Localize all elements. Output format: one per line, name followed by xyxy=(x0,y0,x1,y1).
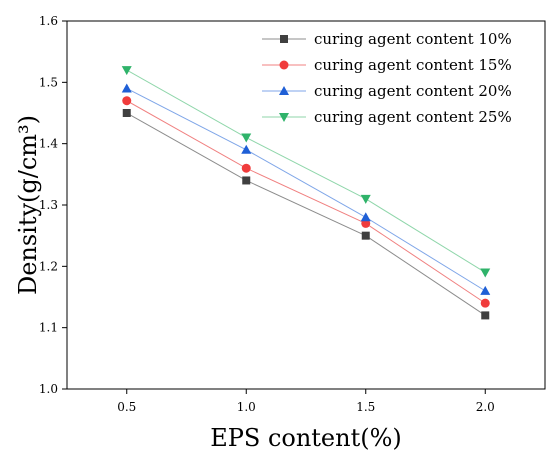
x-tick-label: 1.5 xyxy=(356,400,375,414)
data-point xyxy=(480,285,491,295)
data-point xyxy=(121,83,132,93)
x-tick-label: 1.0 xyxy=(237,400,256,414)
legend-label: curing agent content 15% xyxy=(314,56,512,74)
legend-item: curing agent content 15% xyxy=(262,56,512,74)
x-tick-label: 0.5 xyxy=(117,400,136,414)
data-point xyxy=(361,231,370,240)
legend-marker xyxy=(279,86,289,95)
series-line xyxy=(126,112,486,316)
y-tick-label: 1.0 xyxy=(39,382,58,396)
data-point xyxy=(480,298,490,308)
data-point xyxy=(242,176,251,185)
legend-label: curing agent content 25% xyxy=(314,108,512,126)
legend-item: curing agent content 10% xyxy=(262,30,512,48)
series-line xyxy=(126,100,486,304)
series-line xyxy=(126,88,486,292)
data-point xyxy=(122,96,132,106)
y-tick-label: 1.2 xyxy=(39,259,58,273)
y-axis-title: Density(g/cm³) xyxy=(14,115,42,295)
x-axis: 0.5 1.0 1.5 2.0 xyxy=(117,389,495,414)
legend-marker xyxy=(279,113,289,122)
legend-item: curing agent content 20% xyxy=(262,82,512,100)
legend: curing agent content 10% curing agent con… xyxy=(262,30,512,126)
y-tick-label: 1.3 xyxy=(39,198,58,212)
legend-label: curing agent content 10% xyxy=(314,30,512,48)
legend-marker xyxy=(279,60,289,70)
data-point xyxy=(480,268,491,278)
y-tick-label: 1.1 xyxy=(39,321,58,335)
data-point xyxy=(241,144,252,154)
series-1 xyxy=(122,109,490,320)
series-3 xyxy=(121,83,491,295)
legend-marker xyxy=(280,35,288,43)
series-group xyxy=(121,66,491,320)
plot-frame xyxy=(66,20,546,390)
data-point xyxy=(121,66,132,76)
y-tick-label: 1.4 xyxy=(39,137,58,151)
x-axis-title: EPS content(%) xyxy=(210,424,402,452)
y-axis: 1.0 1.1 1.2 1.3 1.4 1.5 1.6 xyxy=(39,14,67,396)
data-point xyxy=(360,212,371,222)
series-line xyxy=(126,69,486,273)
data-point xyxy=(241,133,252,143)
y-tick-label: 1.5 xyxy=(39,75,58,89)
data-point xyxy=(360,194,371,204)
legend-label: curing agent content 20% xyxy=(314,82,512,100)
series-4 xyxy=(121,66,491,278)
series-2 xyxy=(122,96,490,308)
data-point xyxy=(241,163,251,173)
data-point xyxy=(481,311,490,320)
data-point xyxy=(122,109,131,117)
x-tick-label: 2.0 xyxy=(476,400,495,414)
y-tick-label: 1.6 xyxy=(39,14,58,28)
legend-item: curing agent content 25% xyxy=(262,108,512,126)
